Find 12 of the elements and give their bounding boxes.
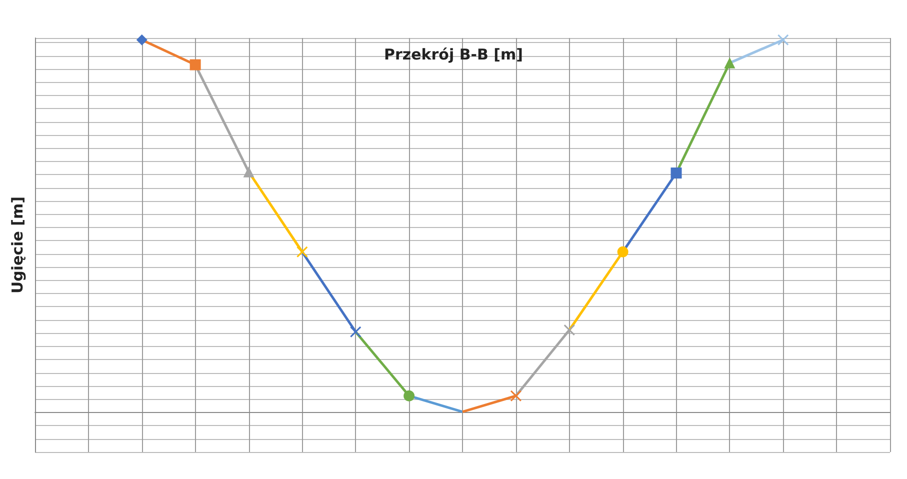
point: [564, 324, 575, 336]
point: [296, 246, 308, 258]
point: [670, 168, 682, 179]
y-axis-title: Ugięcie [m]: [8, 196, 26, 294]
point: [350, 326, 362, 338]
point: [778, 34, 789, 46]
chart-title: Przekrój B-B [m]: [384, 46, 523, 64]
point: [617, 246, 628, 258]
point: [404, 390, 415, 402]
point: [190, 59, 201, 70]
point: [510, 390, 522, 402]
point: [136, 34, 148, 46]
